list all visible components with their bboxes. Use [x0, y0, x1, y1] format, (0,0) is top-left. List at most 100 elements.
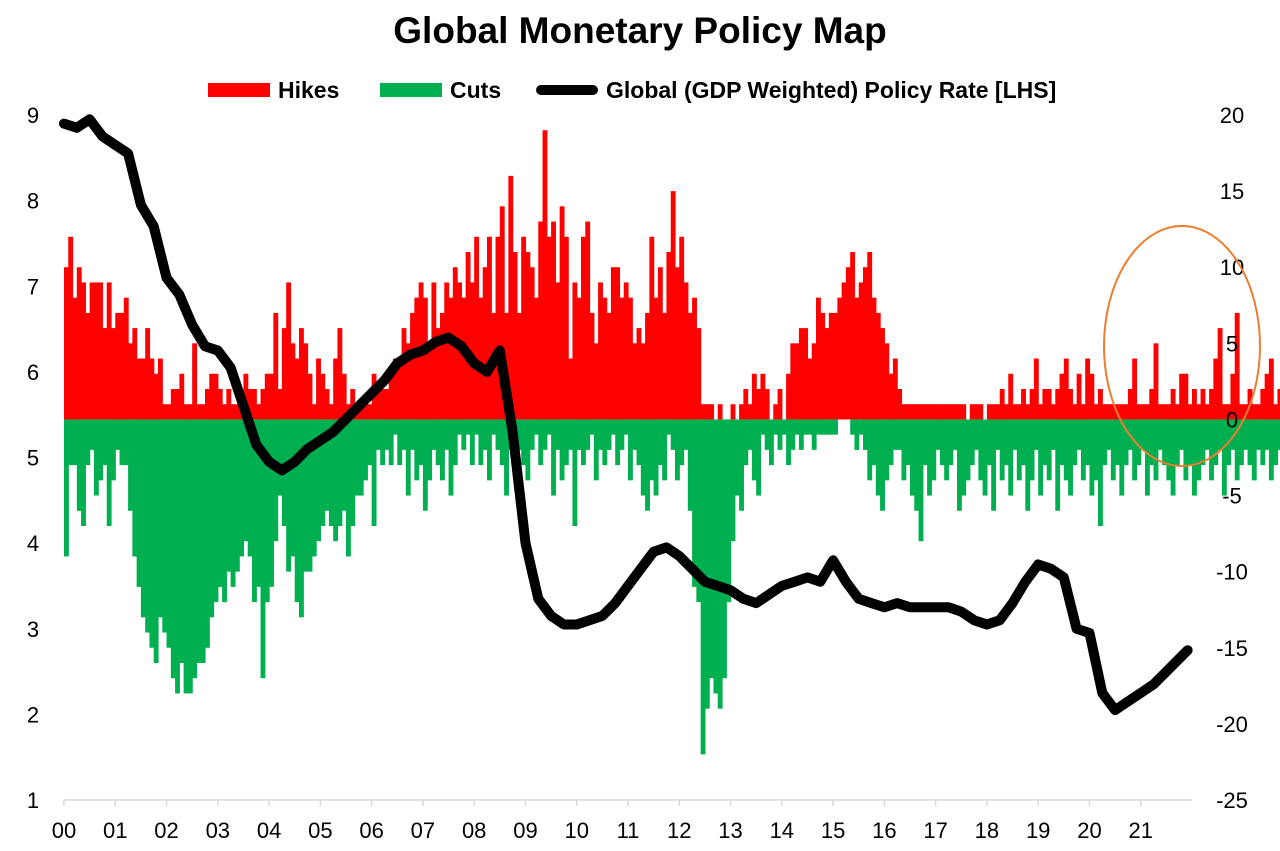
cut-bar	[875, 419, 881, 496]
cut-bar	[534, 419, 539, 435]
hike-bar	[1234, 312, 1240, 420]
hike-bar	[717, 404, 723, 420]
cut-bar	[422, 419, 428, 511]
hike-bar	[1149, 389, 1155, 420]
cut-bar	[572, 419, 578, 526]
hike-bar	[1055, 389, 1061, 420]
cut-bar	[576, 419, 582, 450]
cut-bar	[816, 419, 821, 435]
cut-bar	[234, 419, 240, 572]
hike-bar	[1029, 389, 1035, 420]
cut-bar	[662, 419, 668, 481]
x-tick-label: 00	[52, 818, 76, 843]
hike-bar	[183, 404, 189, 420]
hike-bar	[106, 282, 112, 420]
x-tick-label: 04	[257, 818, 281, 843]
hike-bar	[1200, 389, 1206, 420]
cut-bar	[303, 419, 309, 572]
hike-bar	[140, 358, 146, 420]
cut-bar	[1243, 419, 1249, 450]
cut-bar	[927, 419, 932, 496]
hike-bar	[243, 373, 249, 420]
legend-line-rate	[536, 85, 598, 95]
cut-bar	[136, 419, 142, 587]
cut-bar	[559, 419, 565, 481]
cut-bar	[657, 419, 663, 466]
cut-bar	[922, 419, 928, 466]
cut-bar	[290, 419, 296, 557]
cut-bar	[209, 419, 215, 618]
hike-bar	[803, 328, 809, 420]
hike-bar	[820, 312, 826, 420]
hike-bar	[1174, 404, 1180, 420]
hike-bar	[1025, 404, 1031, 420]
cut-bar	[939, 419, 945, 466]
left-tick-label: 6	[27, 360, 39, 385]
hike-bar	[1098, 389, 1103, 420]
cut-bar	[713, 419, 719, 694]
hike-bar	[1170, 389, 1176, 420]
hike-bar	[534, 297, 539, 420]
hike-bar	[299, 328, 304, 420]
cut-bar	[354, 419, 360, 496]
hike-bar	[555, 282, 561, 420]
cut-bar	[239, 419, 245, 557]
cut-bar	[1051, 419, 1056, 450]
cut-bar	[277, 419, 283, 496]
hike-bar	[628, 297, 633, 420]
cut-bar	[1046, 419, 1052, 481]
hike-bar	[81, 282, 86, 420]
cut-bar	[1110, 419, 1116, 481]
hike-bar	[551, 221, 556, 420]
cut-bar	[880, 419, 885, 511]
cut-bar	[619, 419, 625, 450]
hike-bar	[939, 404, 945, 420]
x-tick-label: 18	[975, 818, 999, 843]
hike-bar	[1063, 358, 1069, 420]
hike-bar	[153, 373, 159, 420]
cut-bar	[884, 419, 890, 481]
cut-bar	[384, 419, 390, 450]
hike-bar	[397, 358, 403, 420]
cut-bar	[457, 419, 462, 435]
cut-bar	[273, 419, 279, 542]
hike-bar	[773, 404, 779, 420]
cut-bar	[435, 419, 441, 466]
hike-bar	[602, 297, 608, 420]
hike-bar	[696, 328, 702, 420]
hike-bar	[1153, 343, 1159, 420]
cut-bar	[756, 419, 762, 496]
hike-bar	[986, 404, 992, 420]
cut-bar	[401, 419, 407, 450]
hike-bar	[516, 312, 522, 420]
hike-bar	[1217, 328, 1223, 420]
hike-bar	[653, 297, 659, 420]
cut-bar	[696, 419, 702, 603]
cut-bar	[299, 419, 304, 618]
hike-bar	[111, 328, 116, 420]
hike-bar	[380, 389, 386, 420]
hike-bar	[568, 358, 574, 420]
hike-bar	[687, 312, 693, 420]
hike-bar	[1046, 389, 1052, 420]
cut-bar	[610, 419, 616, 435]
x-tick-label: 03	[206, 818, 230, 843]
cut-bar	[1102, 419, 1108, 466]
cut-bar	[153, 419, 159, 663]
cut-bar	[68, 419, 74, 466]
right-tick-label: 15	[1220, 179, 1244, 204]
cut-bar	[85, 419, 91, 466]
hike-bar	[871, 297, 877, 420]
hike-bar	[1085, 358, 1091, 420]
cut-bar	[722, 419, 727, 679]
legend-label-hikes: Hikes	[278, 76, 340, 103]
hike-bar	[209, 373, 215, 420]
cut-bar	[269, 419, 274, 587]
hike-bar	[807, 358, 813, 420]
hike-bar	[978, 404, 984, 420]
cut-bar	[764, 419, 770, 450]
x-tick-label: 16	[872, 818, 896, 843]
hike-bar	[1277, 389, 1280, 420]
hike-bar	[589, 312, 595, 420]
